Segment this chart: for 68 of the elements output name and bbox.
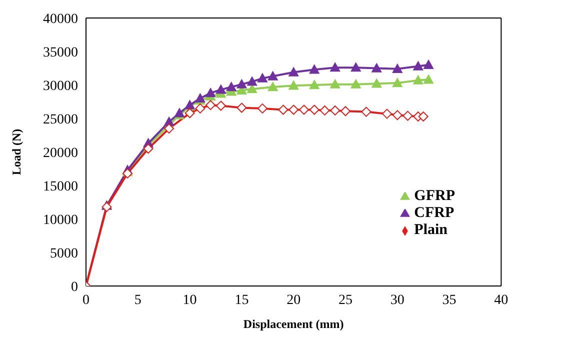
point xyxy=(330,79,340,88)
point xyxy=(413,75,424,84)
x-tick-label: 0 xyxy=(82,292,90,308)
point xyxy=(392,110,402,120)
point xyxy=(288,80,299,90)
x-tick-label: 5 xyxy=(134,292,142,308)
point xyxy=(288,104,299,115)
point xyxy=(164,124,174,134)
point xyxy=(340,106,350,116)
point xyxy=(268,82,278,92)
x-tick-label: 30 xyxy=(390,292,404,308)
y-tick-label: 30000 xyxy=(43,78,78,94)
point xyxy=(392,64,402,74)
legend-label: Plain xyxy=(414,222,448,238)
point xyxy=(278,104,288,115)
point xyxy=(257,73,268,82)
point xyxy=(424,74,434,84)
y-axis-title: Load (N) xyxy=(9,128,24,176)
legend-label: GFRP xyxy=(414,188,455,204)
point xyxy=(288,67,299,76)
point xyxy=(298,104,309,115)
point xyxy=(392,78,402,88)
point xyxy=(195,103,206,114)
x-tick-label: 10 xyxy=(182,292,197,308)
point xyxy=(247,76,258,86)
y-tick-label: 5000 xyxy=(50,246,78,262)
x-tick-label: 15 xyxy=(234,292,249,308)
x-axis-title: Displacement (mm) xyxy=(243,317,344,331)
point xyxy=(361,106,372,117)
y-tick-label: 35000 xyxy=(43,45,78,60)
point xyxy=(309,104,320,115)
point xyxy=(206,100,216,110)
y-tick-label: 25000 xyxy=(43,112,78,128)
point xyxy=(402,110,413,121)
y-tick-label: 10000 xyxy=(43,212,78,228)
point xyxy=(413,61,424,70)
point xyxy=(257,103,268,114)
legend-label: CFRP xyxy=(414,205,454,221)
point xyxy=(216,84,226,94)
point xyxy=(320,105,330,116)
point xyxy=(330,62,340,72)
point xyxy=(143,144,154,154)
point xyxy=(206,88,216,98)
point xyxy=(372,63,382,72)
point xyxy=(309,64,320,74)
y-tick-label: 40000 xyxy=(43,12,78,27)
point xyxy=(418,111,428,122)
x-tick-label: 35 xyxy=(442,292,456,308)
x-tick-label: 20 xyxy=(286,292,301,308)
point xyxy=(226,82,236,92)
y-tick-label: 20000 xyxy=(43,146,78,161)
y-tick-label: 0 xyxy=(71,280,78,295)
point xyxy=(424,60,434,69)
point xyxy=(372,78,382,88)
point xyxy=(309,80,320,90)
point xyxy=(247,84,258,94)
point xyxy=(268,71,278,80)
point xyxy=(350,79,361,88)
point xyxy=(350,62,361,72)
point xyxy=(236,79,247,88)
point xyxy=(236,102,247,113)
point xyxy=(184,108,195,118)
y-tick-label: 15000 xyxy=(43,179,78,194)
point xyxy=(216,100,226,111)
point xyxy=(330,105,340,116)
x-tick-label: 40 xyxy=(494,292,508,308)
x-tick-label: 25 xyxy=(338,292,352,308)
point xyxy=(382,108,392,119)
